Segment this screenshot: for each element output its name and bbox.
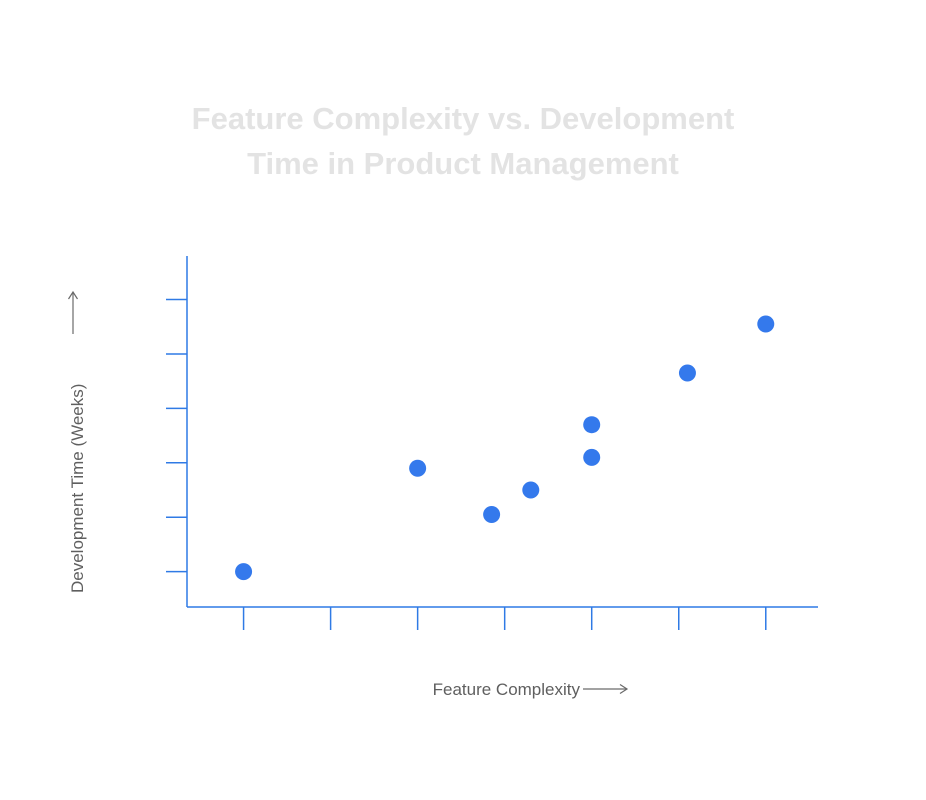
chart-title: Feature Complexity vs. Development Time … xyxy=(192,101,735,181)
x-axis-arrow-icon xyxy=(583,683,629,695)
data-point-2 xyxy=(409,459,427,477)
data-point-3 xyxy=(483,505,501,523)
y-axis xyxy=(166,256,188,607)
y-axis-ticks xyxy=(166,298,187,573)
x-axis-label-text: Feature Complexity xyxy=(433,680,581,699)
data-point-7 xyxy=(678,364,696,382)
y-axis-arrow-icon xyxy=(67,290,79,334)
data-point-8 xyxy=(757,315,775,333)
x-axis xyxy=(187,606,818,630)
y-axis-label-text: Development Time (Weeks) xyxy=(68,384,87,593)
data-point-6 xyxy=(583,416,601,434)
data-point-4 xyxy=(522,481,540,499)
chart-title-line-1: Feature Complexity vs. Development xyxy=(192,101,735,136)
data-point-1 xyxy=(235,563,253,581)
x-axis-ticks xyxy=(242,607,767,630)
data-point-5 xyxy=(583,448,601,466)
x-axis-label: Feature Complexity xyxy=(433,680,629,699)
y-axis-label: Development Time (Weeks) xyxy=(67,290,87,593)
chart-title-line-2: Time in Product Management xyxy=(247,146,679,181)
data-points xyxy=(235,315,775,581)
